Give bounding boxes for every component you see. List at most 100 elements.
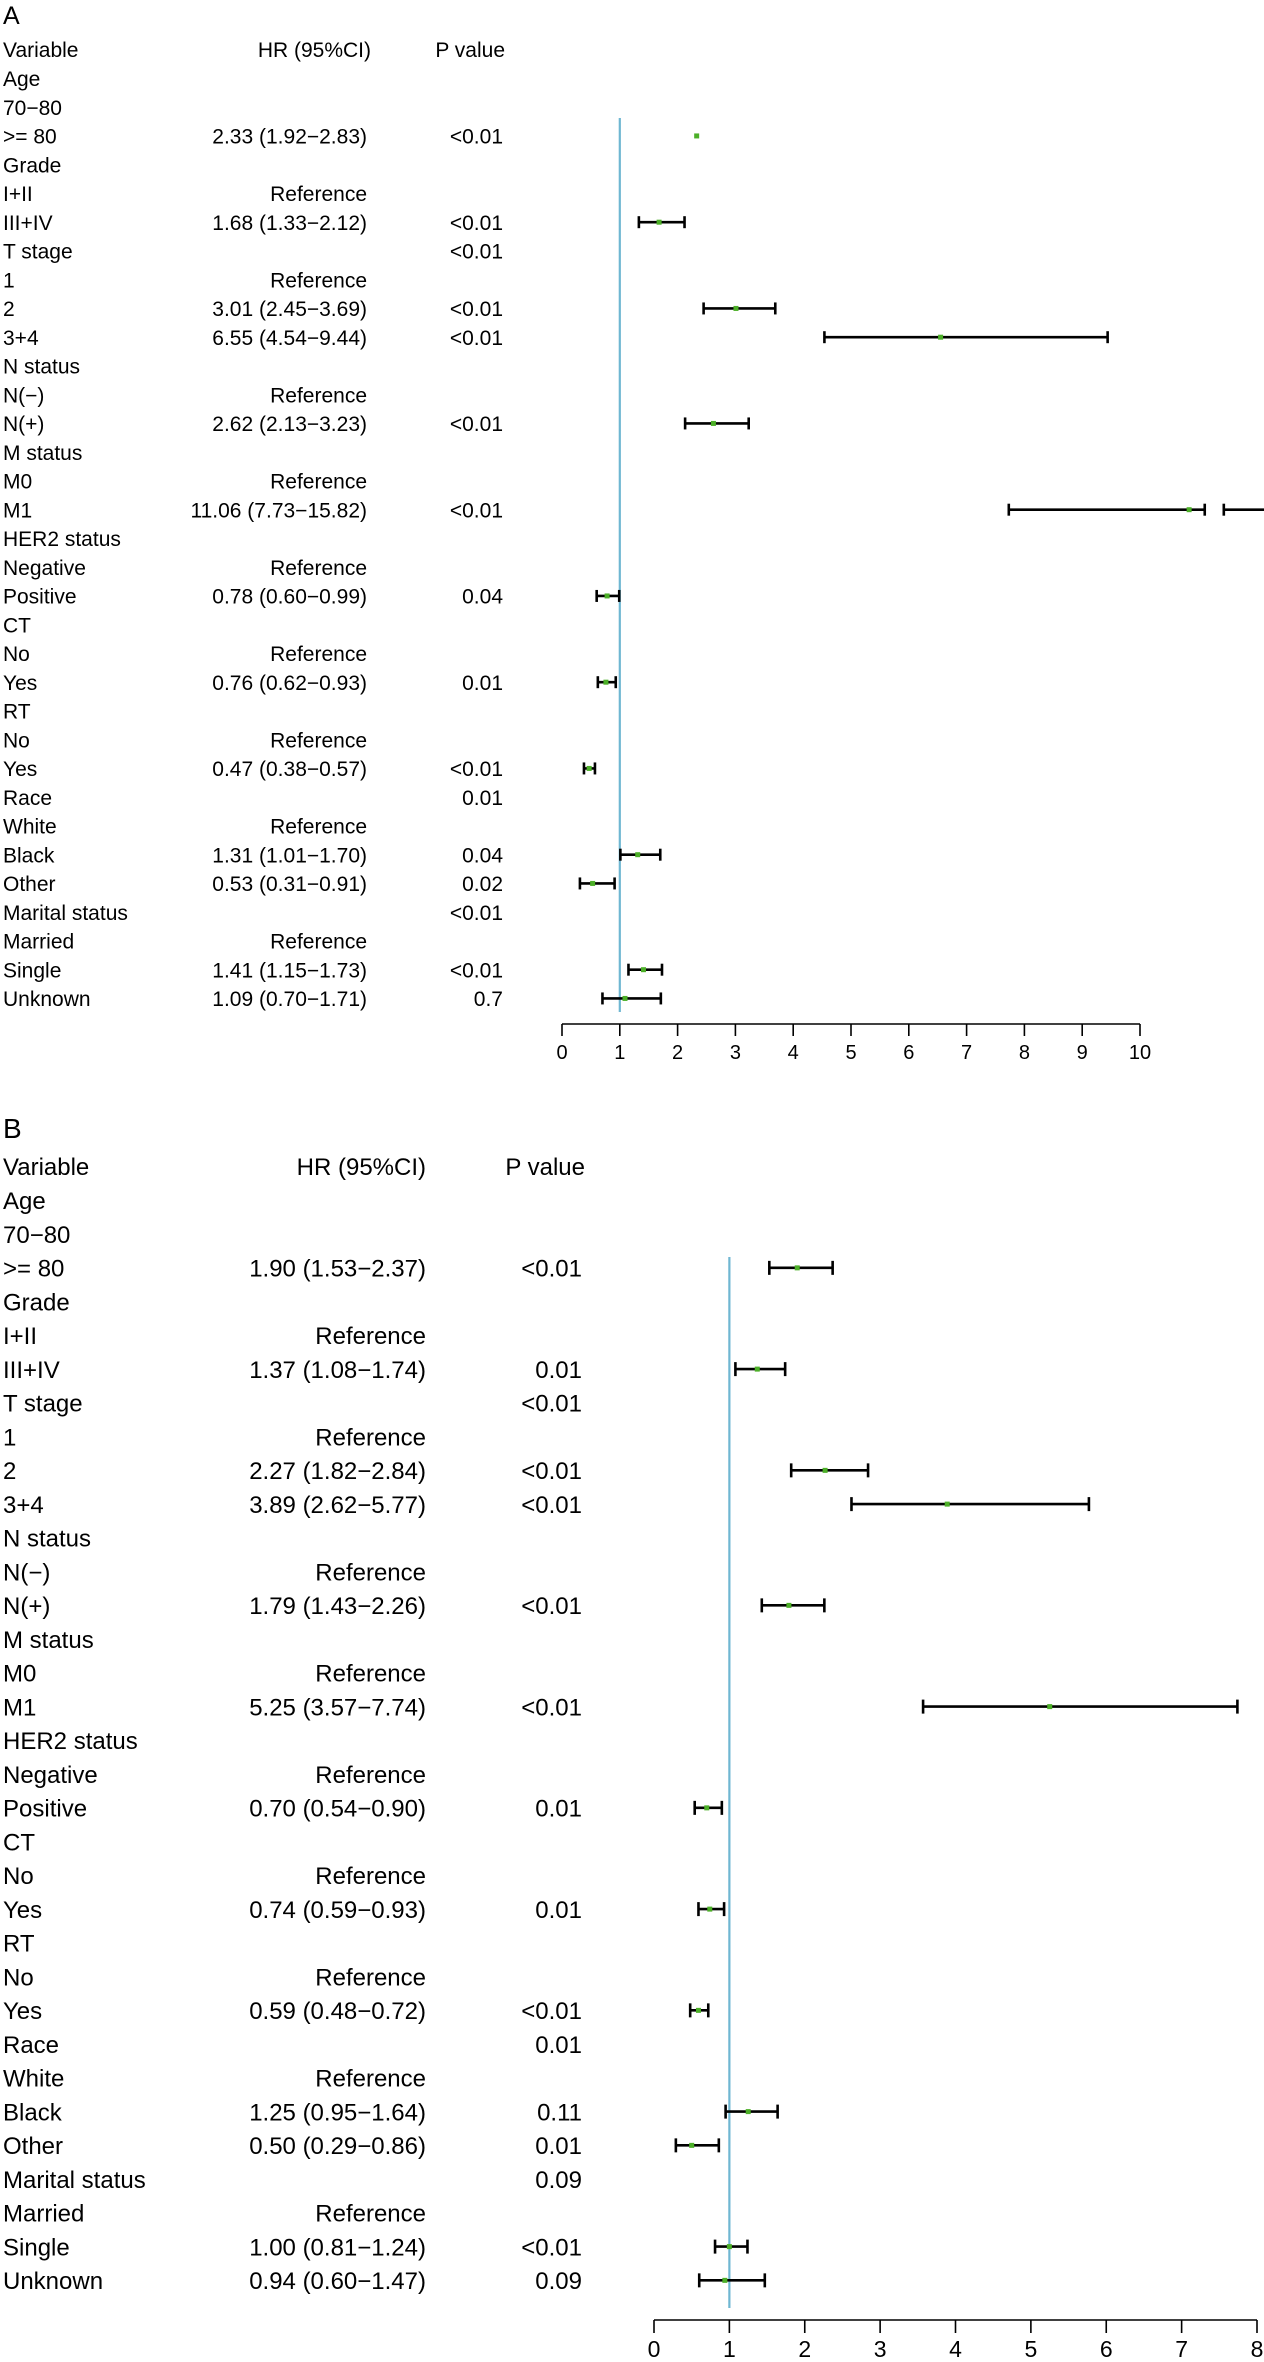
row-p-value: 0.04 — [462, 844, 503, 867]
row-reference-label: Reference — [315, 1863, 426, 1890]
row-p-value: <0.01 — [450, 758, 503, 781]
row-reference-label: Reference — [270, 183, 367, 206]
row-hr-ci: 1.37 (1.08−1.74) — [249, 1357, 426, 1384]
table-row: T stage <0.01 — [3, 241, 503, 264]
table-row: M1 11.06 (7.73−15.82) <0.01 — [3, 499, 1264, 522]
table-row: Yes 0.47 (0.38−0.57) <0.01 — [3, 758, 597, 781]
row-variable-label: Married — [3, 931, 74, 954]
table-row: 70−80 — [3, 97, 62, 120]
row-variable-label: Yes — [3, 1998, 42, 2025]
row-p-value: <0.01 — [521, 1593, 582, 1620]
row-hr-ci: 1.68 (1.33−2.12) — [212, 212, 367, 235]
table-row: Unknown 1.09 (0.70−1.71) 0.7 — [3, 988, 663, 1011]
hr-point — [1047, 1704, 1053, 1710]
table-row: N status — [3, 1526, 91, 1553]
row-variable-label: 3+4 — [3, 327, 39, 350]
row-variable-label: HER2 status — [3, 1728, 138, 1755]
row-p-value: <0.01 — [450, 126, 503, 149]
x-tick-label: 0 — [556, 1042, 567, 1064]
row-variable-label: T stage — [3, 241, 73, 264]
table-row: Black 1.31 (1.01−1.70) 0.04 — [3, 844, 662, 867]
hr-point — [640, 967, 646, 973]
table-row: 70−80 — [3, 1222, 70, 1249]
row-variable-label: CT — [3, 614, 31, 637]
row-variable-label: M status — [3, 1627, 94, 1654]
row-variable-label: Yes — [3, 672, 37, 695]
row-p-value: 0.01 — [462, 672, 503, 695]
row-variable-label: Age — [3, 68, 40, 91]
row-variable-label: III+IV — [3, 212, 53, 235]
row-reference-label: Reference — [315, 1559, 426, 1586]
row-variable-label: Single — [3, 959, 61, 982]
table-row: Negative Reference — [3, 1762, 426, 1789]
row-hr-ci: 1.00 (0.81−1.24) — [249, 2234, 426, 2261]
row-variable-label: N(−) — [3, 384, 44, 407]
x-tick-label: 10 — [1129, 1042, 1151, 1064]
table-row: No Reference — [3, 1964, 426, 1991]
hr-point — [822, 1467, 828, 1473]
hr-point — [786, 1602, 792, 1608]
row-variable-label: 2 — [3, 298, 15, 321]
table-row: M0 Reference — [3, 471, 367, 494]
hr-point — [733, 305, 739, 311]
hr-point — [710, 420, 716, 426]
row-reference-label: Reference — [270, 471, 367, 494]
x-axis: 0 1 2 3 4 5 6 7 8 — [648, 2319, 1263, 2362]
row-variable-label: CT — [3, 1829, 35, 1856]
row-variable-label: M0 — [3, 471, 32, 494]
row-variable-label: Black — [3, 844, 55, 867]
row-hr-ci: 1.09 (0.70−1.71) — [212, 988, 367, 1011]
row-hr-ci: 0.53 (0.31−0.91) — [212, 873, 367, 896]
row-reference-label: Reference — [270, 557, 367, 580]
row-hr-ci: 11.06 (7.73−15.82) — [190, 499, 367, 522]
table-row: Age — [3, 1188, 46, 1215]
row-reference-label: Reference — [315, 1424, 426, 1451]
x-tick-label: 3 — [874, 2336, 887, 2362]
row-reference-label: Reference — [270, 816, 367, 839]
row-variable-label: N status — [3, 356, 80, 379]
row-hr-ci: 3.89 (2.62−5.77) — [249, 1492, 426, 1519]
row-variable-label: M1 — [3, 499, 32, 522]
header-variable: Variable — [3, 1154, 89, 1181]
row-p-value: 0.09 — [535, 2268, 582, 2295]
row-variable-label: Positive — [3, 1796, 87, 1823]
x-tick-label: 1 — [723, 2336, 736, 2362]
hr-point — [695, 2007, 701, 2013]
row-variable-label: I+II — [3, 1323, 37, 1350]
table-row: N(+) 2.62 (2.13−3.23) <0.01 — [3, 413, 750, 436]
row-variable-label: No — [3, 643, 30, 666]
table-row: M1 5.25 (3.57−7.74) <0.01 — [3, 1694, 1239, 1721]
row-hr-ci: 0.94 (0.60−1.47) — [249, 2268, 426, 2295]
row-variable-label: Marital status — [3, 902, 128, 925]
row-variable-label: RT — [3, 701, 31, 724]
row-variable-label: No — [3, 1964, 34, 1991]
table-row: HER2 status — [3, 1728, 138, 1755]
table-row: Black 1.25 (0.95−1.64) 0.11 — [3, 2099, 779, 2126]
table-row: Marital status 0.09 — [3, 2167, 582, 2194]
x-tick-label: 7 — [961, 1042, 972, 1064]
table-row: M status — [3, 1627, 94, 1654]
row-reference-label: Reference — [315, 1661, 426, 1688]
table-row: Other 0.50 (0.29−0.86) 0.01 — [3, 2133, 721, 2160]
row-variable-label: 1 — [3, 1424, 16, 1451]
row-hr-ci: 2.62 (2.13−3.23) — [212, 413, 367, 436]
table-row: Yes 0.76 (0.62−0.93) 0.01 — [3, 672, 618, 695]
row-p-value: <0.01 — [450, 959, 503, 982]
row-p-value: <0.01 — [521, 1694, 582, 1721]
row-p-value: <0.01 — [521, 1492, 582, 1519]
row-p-value: <0.01 — [450, 499, 503, 522]
x-tick-label: 3 — [730, 1042, 741, 1064]
row-p-value: <0.01 — [450, 902, 503, 925]
hr-point — [622, 995, 628, 1001]
row-p-value: <0.01 — [450, 298, 503, 321]
row-p-value: <0.01 — [450, 327, 503, 350]
hr-point — [590, 880, 596, 886]
row-hr-ci: 0.78 (0.60−0.99) — [212, 586, 367, 609]
row-reference-label: Reference — [315, 2201, 426, 2228]
row-variable-label: 70−80 — [3, 1222, 70, 1249]
forest-panel-B: B Variable HR (95%CI) P value Age 70−80 >= 80 1… — [3, 1113, 1263, 2362]
row-variable-label: N(−) — [3, 1559, 50, 1586]
table-row: Positive 0.70 (0.54−0.90) 0.01 — [3, 1796, 724, 1823]
table-row: Grade — [3, 154, 61, 177]
row-variable-label: N(+) — [3, 413, 44, 436]
